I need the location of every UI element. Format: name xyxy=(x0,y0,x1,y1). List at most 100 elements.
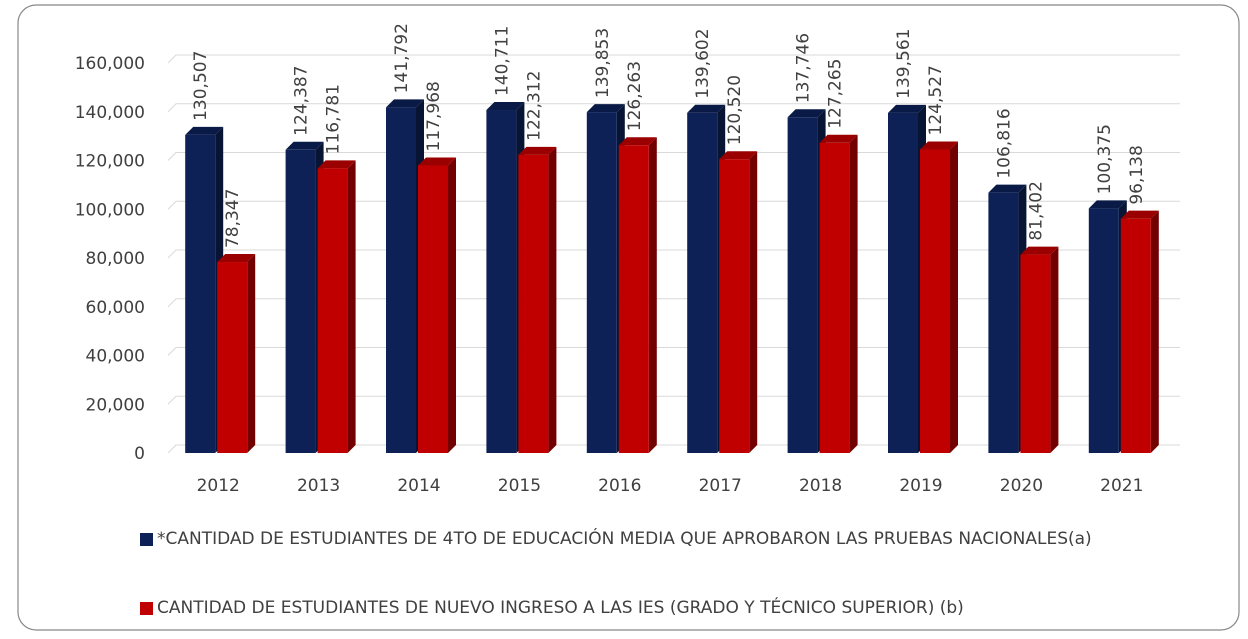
bar-face xyxy=(787,117,818,453)
x-tick-label: 2013 xyxy=(297,476,340,496)
bar-face xyxy=(418,165,448,453)
x-tick-label: 2019 xyxy=(899,476,942,496)
bar xyxy=(920,141,958,453)
bar-face xyxy=(518,146,557,155)
data-label: 120,520 xyxy=(725,75,745,145)
x-tick-label: 2015 xyxy=(498,476,541,496)
bar-face xyxy=(849,134,858,453)
bar-face xyxy=(185,134,216,453)
bar xyxy=(317,160,356,453)
bar-face xyxy=(518,154,549,453)
bar-face xyxy=(1088,208,1119,453)
bar-face xyxy=(1020,254,1051,453)
data-label: 116,781 xyxy=(324,84,344,154)
x-tick-label: 2018 xyxy=(799,476,842,496)
x-tick-label: 2021 xyxy=(1100,476,1143,496)
bar-face xyxy=(950,141,958,453)
y-tick-label: 160,000 xyxy=(75,54,145,74)
data-label: 139,602 xyxy=(693,28,713,98)
bar-face xyxy=(819,134,858,143)
bar-face xyxy=(888,104,926,113)
x-tick-label: 2020 xyxy=(1000,476,1043,496)
data-label: 130,507 xyxy=(191,51,211,121)
bar-face xyxy=(618,137,657,146)
bar-face xyxy=(185,126,224,135)
data-label: 137,746 xyxy=(794,33,814,103)
bar xyxy=(719,151,758,454)
grid-line xyxy=(167,54,1180,64)
data-label: 106,816 xyxy=(994,108,1014,178)
bar-face xyxy=(920,149,950,453)
legend-label: CANTIDAD DE ESTUDIANTES DE NUEVO INGRESO… xyxy=(157,598,964,618)
y-tick-label: 80,000 xyxy=(86,249,145,269)
bar-face xyxy=(317,168,348,453)
bar-face xyxy=(217,262,248,453)
bar xyxy=(618,137,657,453)
grid-line xyxy=(167,103,1180,113)
bar-face xyxy=(386,107,416,453)
bar-face xyxy=(988,192,1019,454)
bar-face xyxy=(1150,210,1159,453)
legend-swatch xyxy=(140,533,153,546)
x-tick-label: 2017 xyxy=(699,476,742,496)
x-tick-label: 2014 xyxy=(397,476,440,496)
bar-face xyxy=(217,254,256,263)
bar-face xyxy=(819,142,850,453)
data-label: 127,265 xyxy=(826,58,846,128)
data-label: 139,561 xyxy=(894,29,914,99)
data-label: 78,347 xyxy=(223,189,243,248)
y-tick-label: 20,000 xyxy=(86,395,145,415)
data-label: 140,711 xyxy=(492,26,512,96)
bar-face xyxy=(719,151,758,160)
bar-face xyxy=(1050,246,1059,453)
bar-face xyxy=(719,159,750,454)
y-tick-label: 40,000 xyxy=(86,347,145,367)
data-label: 124,387 xyxy=(292,65,312,135)
bar-face xyxy=(448,157,456,453)
bar-face xyxy=(749,151,758,454)
legend-entry: CANTIDAD DE ESTUDIANTES DE NUEVO INGRESO… xyxy=(140,597,1140,620)
bar-face xyxy=(1020,246,1059,255)
bar-face xyxy=(1120,210,1159,219)
bar xyxy=(1120,210,1159,453)
bar-face xyxy=(486,102,525,111)
x-tick-label: 2016 xyxy=(598,476,641,496)
data-label: 96,138 xyxy=(1127,145,1147,204)
bar-face xyxy=(586,112,617,454)
y-tick-label: 120,000 xyxy=(75,152,145,172)
legend-entry: *CANTIDAD DE ESTUDIANTES DE 4TO DE EDUCA… xyxy=(140,528,1140,551)
bar-face xyxy=(687,104,726,113)
data-label: 141,792 xyxy=(392,23,412,93)
bar-face xyxy=(787,109,826,118)
bar xyxy=(418,157,456,453)
bar-face xyxy=(1088,200,1127,209)
y-tick-label: 100,000 xyxy=(75,200,145,220)
bar-face xyxy=(285,149,316,453)
data-label: 81,402 xyxy=(1026,181,1046,240)
bar xyxy=(1020,246,1059,453)
bar-face xyxy=(247,254,256,453)
bar-face xyxy=(988,184,1027,193)
data-label: 100,375 xyxy=(1095,124,1115,194)
bar-face xyxy=(386,99,424,108)
data-label: 122,312 xyxy=(524,71,544,141)
bar-face xyxy=(888,112,918,453)
bar-face xyxy=(285,141,324,150)
x-tick-label: 2012 xyxy=(197,476,240,496)
bar-face xyxy=(418,157,456,166)
bar-face xyxy=(548,146,557,453)
legend-label: *CANTIDAD DE ESTUDIANTES DE 4TO DE EDUCA… xyxy=(157,529,1092,549)
bar-face xyxy=(618,145,649,453)
y-tick-label: 140,000 xyxy=(75,103,145,123)
bar-face xyxy=(687,112,718,453)
y-tick-label: 60,000 xyxy=(86,298,145,318)
bar xyxy=(217,254,256,453)
bar-face xyxy=(586,104,625,113)
data-label: 126,263 xyxy=(625,61,645,131)
bar-face xyxy=(648,137,657,453)
bar-face xyxy=(317,160,356,169)
y-tick-label: 0 xyxy=(134,444,145,464)
bar-face xyxy=(347,160,356,453)
